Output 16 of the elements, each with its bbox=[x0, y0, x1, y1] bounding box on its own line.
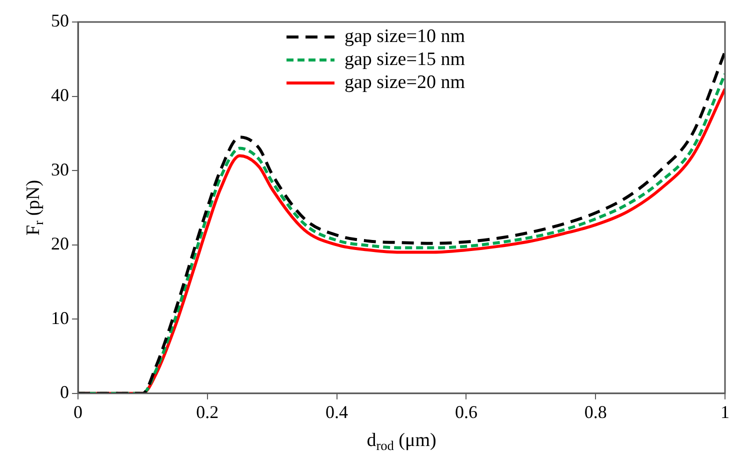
x-tick-label: 0.8 bbox=[584, 402, 607, 422]
y-tick-label: 20 bbox=[51, 234, 69, 254]
y-tick-label: 0 bbox=[60, 382, 69, 402]
y-tick-label: 40 bbox=[51, 85, 69, 106]
legend-label: gap size=10 nm bbox=[344, 26, 466, 47]
x-tick-label: 0.2 bbox=[196, 402, 219, 422]
y-tick-label: 50 bbox=[51, 10, 69, 31]
legend-label: gap size=15 nm bbox=[344, 48, 466, 70]
y-axis-title: Fr (pN) bbox=[22, 180, 46, 236]
y-tick-label: 10 bbox=[51, 308, 69, 328]
x-tick-label: 1 bbox=[720, 402, 730, 422]
legend-label: gap size=20 nm bbox=[344, 72, 466, 93]
x-tick-label: 0.6 bbox=[454, 402, 478, 422]
x-tick-label: 0 bbox=[74, 402, 82, 422]
x-tick-label: 0.4 bbox=[326, 402, 348, 422]
y-tick-label: 30 bbox=[51, 159, 69, 180]
